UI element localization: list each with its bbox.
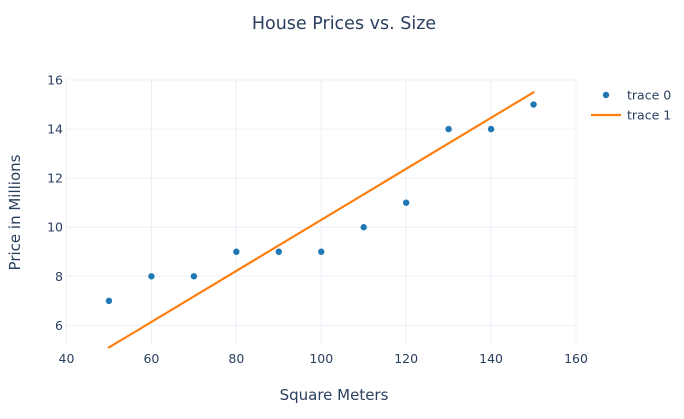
data-point[interactable] xyxy=(105,297,113,305)
y-tick-label: 8 xyxy=(55,269,63,284)
legend-item-trace0[interactable]: trace 0 xyxy=(602,88,671,103)
data-point[interactable] xyxy=(487,125,495,133)
y-axis-title: Price in Millions xyxy=(6,154,24,270)
chart-title: House Prices vs. Size xyxy=(252,14,436,34)
y-tick-label: 6 xyxy=(55,318,63,333)
data-point[interactable] xyxy=(233,248,240,255)
x-axis-title: Square Meters xyxy=(280,386,389,404)
x-tick-label: 40 xyxy=(59,351,75,366)
x-tick-label: 160 xyxy=(564,351,588,366)
x-tick-label: 120 xyxy=(394,351,418,366)
trend-line[interactable] xyxy=(107,91,535,349)
y-tick-label: 12 xyxy=(47,171,63,186)
x-tick-labels: 40 60 80 100 120 140 160 xyxy=(59,351,588,366)
data-point[interactable] xyxy=(445,125,452,133)
data-point[interactable] xyxy=(148,273,155,280)
y-tick-labels: 6 8 10 12 14 16 xyxy=(47,73,63,333)
y-tick-label: 10 xyxy=(47,220,63,235)
data-point[interactable] xyxy=(275,248,282,255)
gridlines xyxy=(66,79,577,345)
legend: trace 0 trace 1 xyxy=(591,88,671,123)
x-tick-label: 60 xyxy=(143,351,159,366)
x-tick-label: 140 xyxy=(479,351,503,366)
scatter-marker-icon xyxy=(602,91,610,99)
x-tick-label: 80 xyxy=(228,351,244,366)
data-point[interactable] xyxy=(190,273,198,280)
y-tick-label: 14 xyxy=(47,122,63,137)
data-point[interactable] xyxy=(318,248,325,255)
data-point[interactable] xyxy=(402,199,410,206)
legend-item-trace1[interactable]: trace 1 xyxy=(591,108,671,123)
legend-label-trace0: trace 0 xyxy=(627,88,671,103)
legend-label-trace1: trace 1 xyxy=(627,108,671,123)
x-tick-label: 100 xyxy=(309,351,333,366)
y-tick-label: 16 xyxy=(47,73,63,88)
scatter-points xyxy=(105,101,537,305)
data-point[interactable] xyxy=(360,224,367,231)
data-point[interactable] xyxy=(530,101,537,108)
